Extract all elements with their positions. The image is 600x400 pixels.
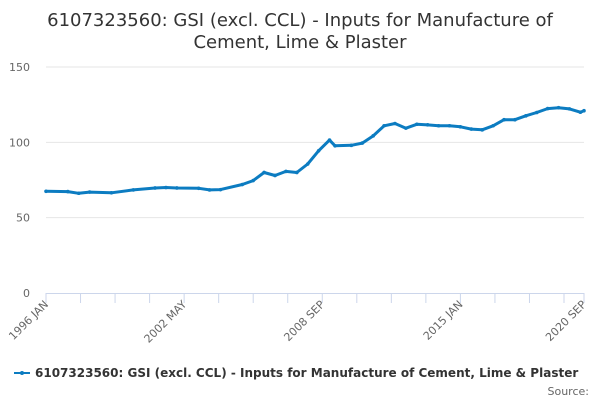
data-point xyxy=(480,128,485,132)
data-point xyxy=(218,187,223,192)
data-point xyxy=(131,188,136,192)
data-point xyxy=(262,170,266,175)
plot-area xyxy=(44,105,586,196)
y-tick-label: 150 xyxy=(9,61,30,74)
x-tick-label: 2008 SEP xyxy=(281,298,327,344)
data-point xyxy=(534,110,539,115)
data-point xyxy=(175,186,179,190)
chart-title-line-1: 6107323560: GSI (excl. CCL) - Inputs for… xyxy=(47,10,553,31)
data-point xyxy=(153,186,157,190)
data-point xyxy=(371,134,375,138)
data-point xyxy=(578,110,583,114)
data-point xyxy=(284,169,288,174)
data-point xyxy=(87,190,92,194)
data-point xyxy=(414,122,419,127)
data-point xyxy=(76,191,81,196)
data-point xyxy=(447,123,452,128)
data-point xyxy=(327,138,332,142)
data-point xyxy=(425,123,430,127)
data-point xyxy=(404,126,408,130)
data-point xyxy=(196,186,201,191)
x-tick-label: 2020 SEP xyxy=(543,298,589,344)
data-point xyxy=(393,121,397,126)
data-point xyxy=(567,107,572,111)
legend-marker-icon xyxy=(20,371,24,375)
x-axis: 1996 JAN 2002 MAY 2008 SEP 2015 JAN 2020 SEP xyxy=(6,293,589,346)
data-point xyxy=(545,106,550,111)
data-point xyxy=(273,173,277,178)
legend-label: 6107323560: GSI (excl. CCL) - Inputs for… xyxy=(35,366,578,380)
data-point xyxy=(316,148,321,153)
data-point xyxy=(360,141,365,145)
y-tick-label: 50 xyxy=(16,212,30,225)
data-point xyxy=(458,125,463,129)
data-point xyxy=(469,127,474,131)
data-point xyxy=(349,143,354,148)
data-point xyxy=(582,108,586,113)
x-tick-label: 2002 MAY xyxy=(142,298,190,346)
data-point xyxy=(333,143,337,148)
x-tick-label: 2015 JAN xyxy=(421,298,466,343)
x-tick-label: 1996 JAN xyxy=(6,298,51,343)
data-point xyxy=(109,191,114,195)
y-tick-label: 100 xyxy=(9,136,30,149)
data-point xyxy=(207,188,212,192)
data-point xyxy=(502,117,506,122)
data-point xyxy=(44,189,48,194)
y-axis: 0 50 100 150 xyxy=(9,61,30,300)
legend[interactable]: 6107323560: GSI (excl. CCL) - Inputs for… xyxy=(14,366,578,380)
data-point xyxy=(513,117,517,122)
data-point xyxy=(66,189,70,194)
data-point xyxy=(382,123,386,128)
data-point xyxy=(164,185,168,190)
data-point xyxy=(305,162,310,166)
data-point xyxy=(491,123,495,128)
data-point xyxy=(524,114,528,118)
data-point xyxy=(436,123,441,128)
gridlines xyxy=(46,66,584,219)
source-label[interactable]: Source: xyxy=(548,385,590,398)
data-point xyxy=(240,182,245,187)
chart-title-line-2: Cement, Lime & Plaster xyxy=(193,32,407,53)
data-point xyxy=(556,105,561,110)
data-point xyxy=(251,178,256,183)
y-tick-label: 0 xyxy=(23,287,30,300)
data-point xyxy=(295,170,299,175)
